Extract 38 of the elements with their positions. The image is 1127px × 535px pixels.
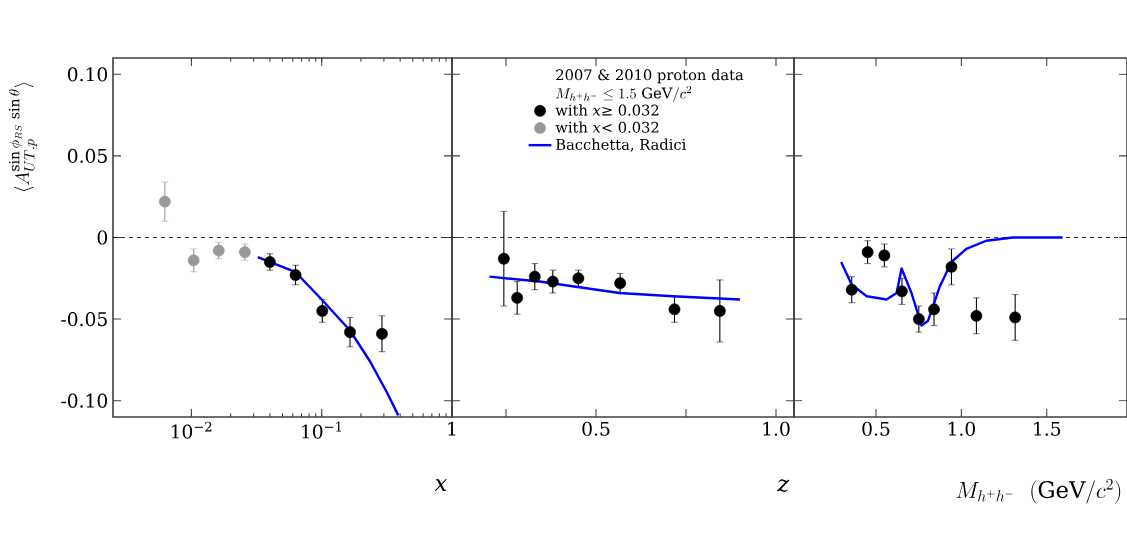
point	[668, 303, 681, 316]
x-tick-label: 10$^{−2}$	[171, 421, 212, 439]
legend-label: with x< 0.032	[555, 121, 659, 133]
point	[912, 313, 925, 325]
point	[1009, 311, 1022, 324]
x-axis-title: x	[434, 479, 447, 491]
legend-title: 2007 & 2010 proton data	[556, 68, 744, 84]
point	[845, 283, 858, 296]
point	[528, 270, 541, 283]
x-tick-label: 1.0	[948, 421, 975, 436]
point	[896, 285, 908, 298]
annotation: $M_{h^+h^-}\leq 1.5\ \mathrm{GeV}/c^2$	[555, 85, 692, 102]
x-axis-title: $M_{h^+h^-}\ \ (\mathrm{GeV}/c^2)$	[956, 478, 1121, 504]
x-tick-label: 10$^{−1}$	[302, 421, 342, 439]
legend-label: Bacchetta, Radici	[556, 138, 686, 152]
point	[614, 277, 626, 290]
point	[945, 261, 958, 273]
y-tick-label: 0.10	[67, 67, 108, 82]
x-axis-title: z	[777, 479, 790, 493]
point	[546, 275, 559, 288]
x-tick-label: 1	[448, 421, 456, 436]
y-tick-label: -0.05	[61, 312, 107, 327]
point	[713, 305, 726, 317]
x-tick-label: 1.5	[1034, 421, 1061, 436]
x-tick-label: 1.0	[763, 421, 790, 436]
legend-label: with x≥ 0.032	[555, 104, 659, 116]
x-tick-label: 0.5	[862, 421, 890, 436]
point	[861, 246, 874, 259]
y-tick-label: 0.05	[67, 148, 107, 163]
x-tick-label: 0.5	[582, 421, 610, 436]
point	[928, 303, 940, 316]
y-tick-label: -0.10	[61, 393, 108, 408]
point	[878, 249, 891, 262]
point	[497, 252, 510, 265]
y-axis-title: $\langle A_{UT,p}^{\sin\phi_{RS}\,\sin\theta}\rangle$	[9, 82, 38, 192]
point	[970, 309, 983, 322]
point	[511, 292, 524, 304]
y-tick-label: 0	[97, 230, 108, 245]
